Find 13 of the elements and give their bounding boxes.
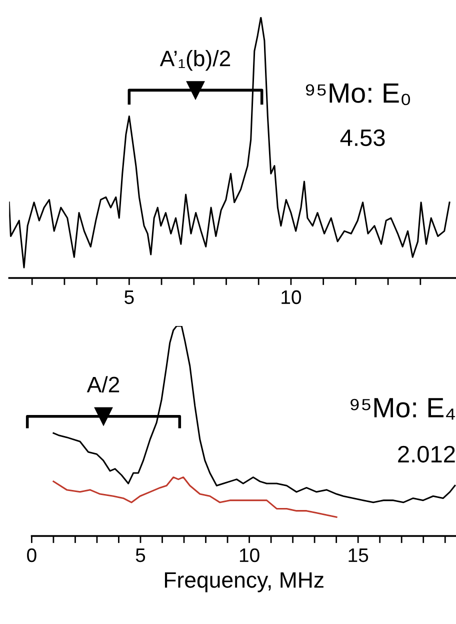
x-tick-label: 10 — [282, 290, 302, 304]
x-tick-label: 5 — [136, 548, 146, 562]
annotation: A’₁(b)/2 — [160, 50, 230, 71]
annotation: ⁹⁵Mo: E₄ — [350, 398, 455, 420]
annotation: 4.53 — [340, 129, 385, 146]
x-tick-label: 5 — [124, 290, 134, 304]
annotation: A/2 — [86, 376, 120, 392]
x-tick-label: 10 — [240, 548, 260, 562]
x-tick-label: 0 — [27, 548, 36, 562]
x-tick-label: 15 — [348, 548, 368, 562]
annotation: 2.012 — [398, 446, 455, 463]
x-axis-title: Frequency, MHz — [164, 572, 324, 592]
annotation: ⁹⁵Mo: E₀ — [306, 83, 410, 106]
